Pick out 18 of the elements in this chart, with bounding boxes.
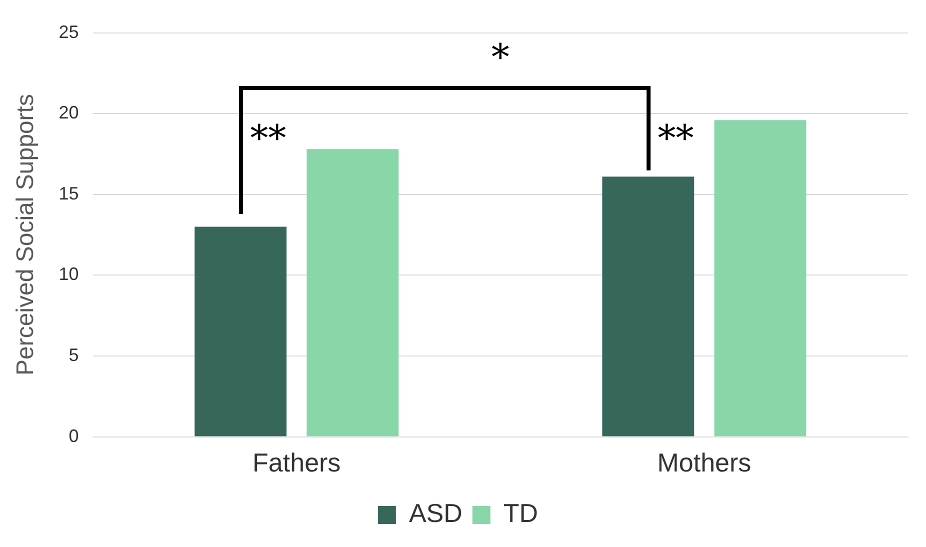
y-tick-label: 5 [68, 344, 79, 365]
y-tick-label: 0 [68, 426, 79, 446]
legend-label: TD [503, 498, 538, 528]
legend-label: ASD [408, 498, 462, 528]
bar [714, 120, 806, 436]
y-tick-label: 10 [58, 264, 79, 284]
x-tick-label: Fathers [252, 448, 341, 478]
bar [306, 149, 399, 436]
annotation: * [491, 38, 510, 79]
y-tick-label: 25 [58, 22, 79, 42]
y-axis-title: Perceived Social Supports [12, 94, 40, 376]
annotation: ** [658, 118, 694, 160]
bar [602, 176, 694, 436]
annotation: ** [250, 118, 286, 160]
bar [194, 226, 287, 436]
x-tick-label: Mothers [657, 448, 752, 478]
y-tick-label: 15 [58, 183, 79, 204]
y-tick-label: 20 [58, 102, 79, 123]
